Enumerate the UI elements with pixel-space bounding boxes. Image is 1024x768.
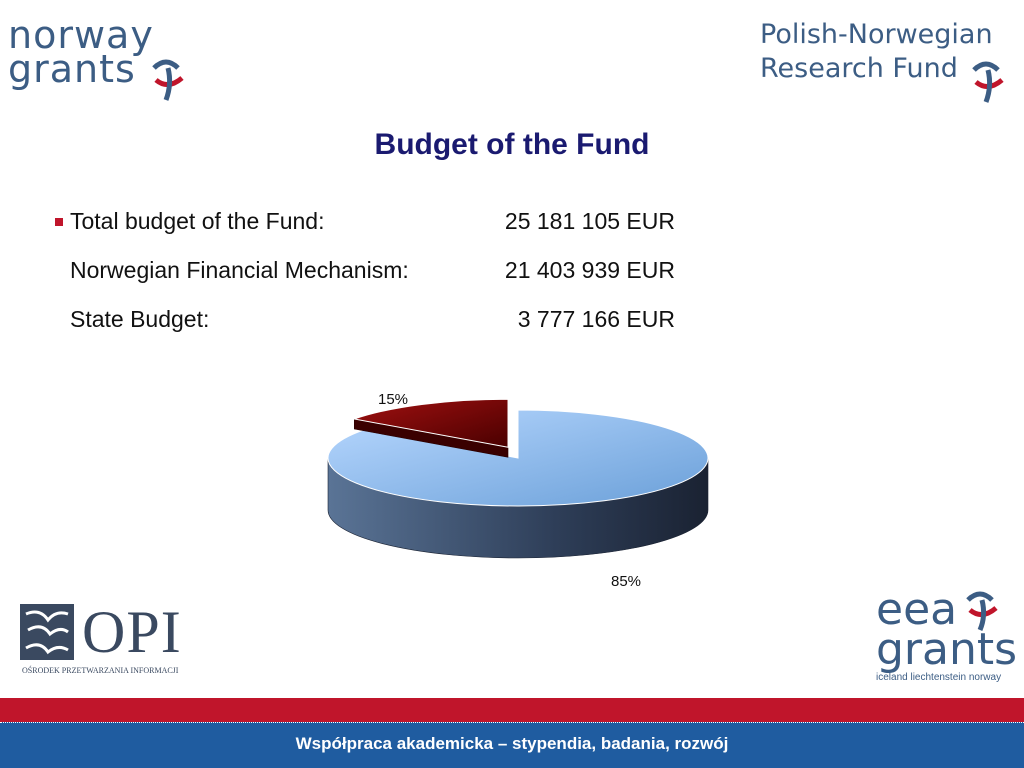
budget-list: Total budget of the Fund: 25 181 105 EUR… bbox=[55, 208, 695, 355]
polish-norwegian-research-fund-logo: Polish-Norwegian Research Fund bbox=[760, 18, 1004, 103]
budget-value-total: 25 181 105 EUR bbox=[504, 208, 675, 234]
pie-slice-large bbox=[327, 409, 709, 507]
eea-logo-line-2: grants bbox=[876, 624, 1018, 675]
opi-emblem-icon bbox=[20, 604, 74, 660]
budget-value-state: 3 777 166 EUR bbox=[517, 306, 675, 332]
pie-layer bbox=[327, 398, 709, 559]
opi-logo-subtitle: OŚRODEK PRZETWARZANIA INFORMACJI bbox=[22, 666, 179, 675]
budget-value-nfm: 21 403 939 EUR bbox=[504, 257, 675, 283]
opi-logo: OPI OŚRODEK PRZETWARZANIA INFORMACJI bbox=[20, 599, 181, 675]
pie-slice-small bbox=[352, 398, 509, 448]
opi-logo-word: OPI bbox=[82, 599, 182, 665]
budget-label-state: State Budget: bbox=[70, 306, 210, 332]
budget-row-total: Total budget of the Fund: 25 181 105 EUR bbox=[55, 208, 695, 257]
pnrf-swirl-icon bbox=[972, 61, 1004, 103]
norway-grants-swirl-icon bbox=[152, 59, 184, 101]
budget-label-nfm: Norwegian Financial Mechanism: bbox=[70, 257, 409, 283]
eea-grants-logo: eea grants iceland liechtenstein norway bbox=[876, 584, 1018, 684]
pnrf-logo-line-1: Polish-Norwegian bbox=[760, 19, 993, 50]
eea-logo-line-1: eea bbox=[876, 584, 958, 635]
footer-text: Współpraca akademicka – stypendia, badan… bbox=[295, 734, 729, 753]
norway-grants-logo-line-2: grants bbox=[8, 47, 136, 91]
budget-row-nfm: Norwegian Financial Mechanism: 21 403 93… bbox=[55, 257, 695, 306]
pie-label-small: 15% bbox=[378, 391, 408, 408]
norway-grants-logo-line-1: norway bbox=[8, 13, 154, 57]
eea-swirl-icon bbox=[966, 591, 998, 631]
budget-row-state: State Budget: 3 777 166 EUR bbox=[55, 306, 695, 355]
pnrf-logo-line-2: Research Fund bbox=[760, 53, 958, 84]
footer-red-band bbox=[0, 698, 1024, 722]
budget-label-total: Total budget of the Fund: bbox=[70, 208, 325, 234]
page-title: Budget of the Fund bbox=[374, 128, 650, 161]
bullet-icon bbox=[55, 218, 63, 226]
budget-pie-chart: 15% 85% bbox=[327, 391, 709, 590]
norway-grants-logo: norway grants bbox=[8, 13, 184, 101]
eea-logo-subtitle: iceland liechtenstein norway bbox=[876, 672, 1002, 683]
footer-blue-band bbox=[0, 722, 1024, 768]
pie-label-large: 85% bbox=[611, 573, 641, 590]
